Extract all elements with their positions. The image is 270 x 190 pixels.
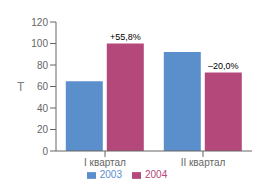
html-text:2004: 2004: [145, 169, 168, 180]
svg-text:40: 40: [37, 103, 49, 114]
svg-text:120: 120: [31, 17, 48, 28]
html-text:2003: 2003: [99, 169, 122, 180]
svg-text:100: 100: [31, 38, 48, 49]
svg-text:II квартал: II квартал: [181, 157, 226, 168]
svg-text:60: 60: [37, 81, 49, 92]
svg-text:0: 0: [42, 146, 48, 157]
svg-text:I квартал: I квартал: [84, 157, 126, 168]
svg-text:+55,8%: +55,8%: [110, 32, 141, 42]
svg-text:20: 20: [37, 124, 49, 135]
svg-text:Т: Т: [17, 80, 25, 94]
svg-text:–20,0%: –20,0%: [208, 61, 239, 71]
svg-text:80: 80: [37, 60, 49, 71]
